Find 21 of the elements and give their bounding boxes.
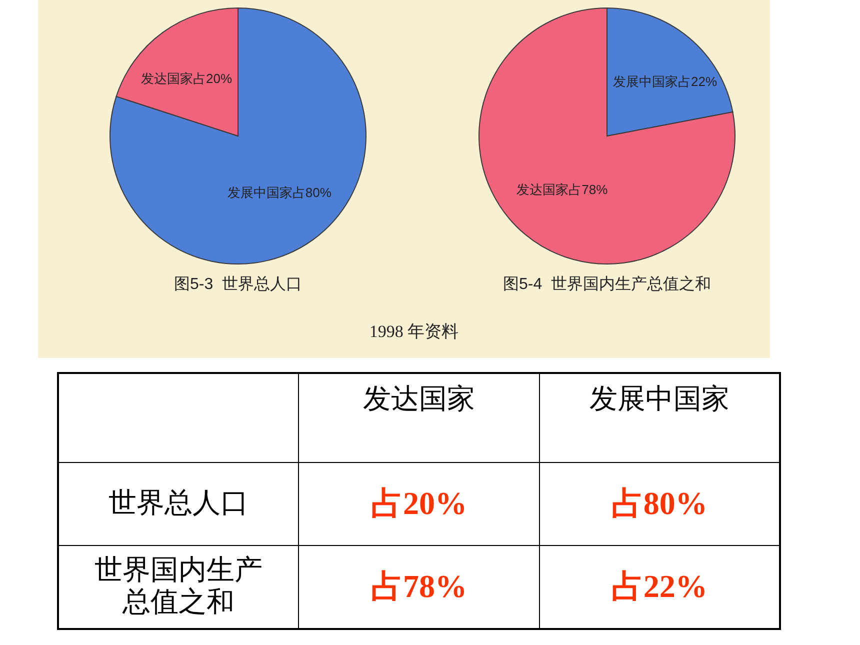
data-label: 占22%	[678, 74, 718, 89]
category-label: 发达国家	[298, 373, 540, 462]
category-label: 世界总人口	[108, 488, 249, 519]
data-label: 占20%	[192, 71, 232, 86]
category-label: 发展中国家	[539, 373, 780, 462]
text: 占80%	[611, 485, 708, 521]
slice-label: 发展中国家	[613, 74, 678, 89]
slice-label: 发达国家	[140, 71, 193, 86]
slice-label: 发展中国家	[227, 184, 292, 200]
text: 图5-3 世界总人口	[174, 275, 302, 293]
pie-slice	[478, 8, 736, 264]
pie-slice	[110, 8, 366, 264]
text: 占78%	[370, 568, 467, 604]
data-label: 占78%	[568, 182, 608, 198]
text: 1998 年资料	[369, 322, 459, 341]
text: 图5-4 世界国内生产总值之和	[502, 275, 712, 293]
slice-label: 发达国家	[516, 182, 569, 198]
text: 占22%	[611, 568, 708, 604]
text: 占20%	[370, 485, 467, 521]
category-label: 世界国内生产总值之和	[94, 554, 263, 618]
data-label: 占80%	[292, 184, 332, 200]
